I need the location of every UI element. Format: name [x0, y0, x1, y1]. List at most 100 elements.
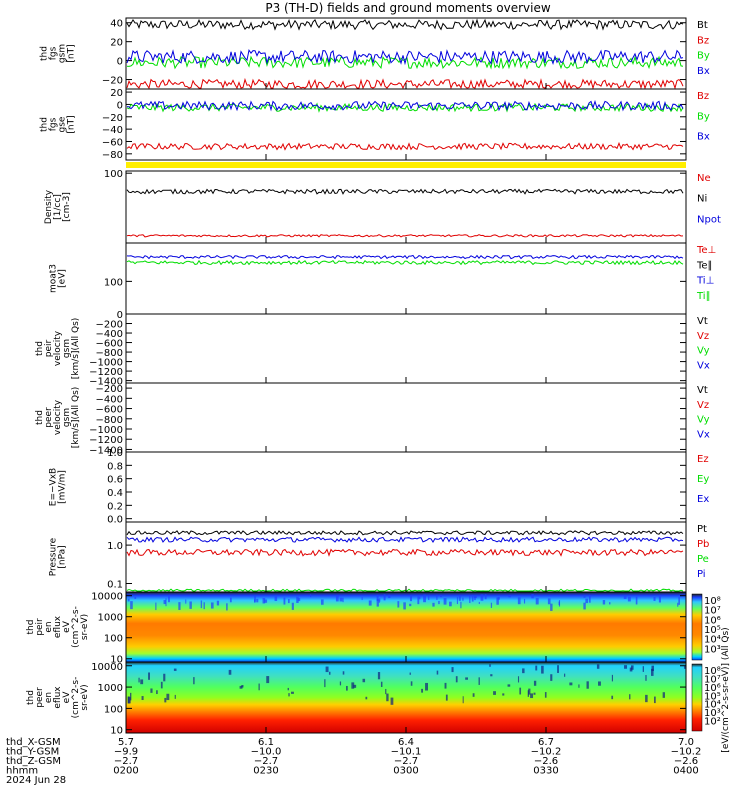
legend-Bx: Bx: [697, 132, 710, 143]
spectrogram-speckle: [558, 601, 560, 606]
y-tick-label: −800: [96, 415, 123, 426]
spectrogram-speckle: [165, 598, 167, 607]
spectrogram-speckle: [287, 599, 290, 604]
spectrogram-speckle: [310, 594, 312, 598]
spectrogram-speckle: [320, 599, 324, 605]
x-row-value: 0300: [393, 766, 418, 777]
spectrogram-speckle: [339, 681, 342, 686]
spectrogram-speckle: [274, 596, 278, 601]
series-Bz: [126, 77, 684, 90]
spectrogram-speckle: [378, 598, 381, 602]
y-tick-label: −1000: [89, 358, 123, 369]
spectrogram-speckle: [362, 678, 366, 683]
y-axis-label: thdpeirenefluxeV(cm^2-s-sr-eV): [26, 606, 90, 648]
y-tick-label: −1400: [89, 377, 123, 388]
spectrogram-speckle: [493, 691, 496, 695]
y-tick-label: 100: [104, 277, 123, 288]
spectrogram-speckle: [444, 682, 447, 689]
spectrogram: [126, 662, 686, 733]
spectrogram-speckle: [629, 667, 633, 672]
spectrogram-speckle: [428, 595, 430, 601]
y-axis-label: Pressure[nPa]: [49, 537, 68, 576]
spectrogram-speckle: [458, 596, 461, 601]
spectrogram-speckle: [564, 673, 566, 677]
legend: Bz By Bx: [697, 91, 710, 143]
spectrogram-speckle: [451, 667, 454, 673]
spectrogram-speckle: [376, 594, 379, 602]
spectrogram-speckle: [507, 684, 511, 687]
spectrogram-speckle: [627, 596, 631, 602]
spectrogram-speckle: [611, 695, 614, 700]
legend-Pi: Pi: [697, 569, 706, 580]
spectrogram-speckle: [324, 679, 326, 688]
spectrogram-speckle: [425, 682, 428, 691]
spectrogram-speckle: [266, 676, 270, 684]
legend-Vy: Vy: [697, 415, 710, 426]
spectrogram-speckle: [629, 694, 631, 700]
y-tick-label: −1000: [89, 425, 123, 436]
spectrogram-speckle: [436, 670, 439, 675]
y-tick-label: −1200: [89, 367, 123, 378]
series-By: [126, 102, 684, 113]
spectrogram-speckle: [586, 681, 589, 689]
spectrogram-speckle: [163, 600, 166, 605]
spectrogram-speckle: [465, 677, 469, 680]
spectrogram-speckle: [339, 597, 343, 602]
y-axis-label: thdpeerenefluxeV(cm^2-s-sr-eV): [26, 677, 90, 719]
legend-Pt: Pt: [697, 524, 707, 535]
spectrogram-speckle: [528, 688, 531, 695]
date-label: 2024 Jun 28: [6, 775, 66, 786]
x-row-value: 6.1: [258, 737, 274, 748]
plot-title: P3 (TH-D) fields and ground moments over…: [265, 1, 550, 15]
series-Pb: [126, 548, 684, 557]
spectrogram-speckle: [351, 682, 355, 689]
y-tick-label: −200: [96, 320, 123, 331]
spectrogram-speckle: [174, 694, 176, 699]
series-Pe: [126, 588, 684, 592]
spectrogram-speckle: [160, 681, 163, 689]
spectrogram-speckle: [377, 672, 381, 680]
colorbar-tick: 10³: [704, 644, 721, 655]
spectrogram-speckle: [291, 602, 294, 610]
spectrogram-speckle: [462, 696, 464, 704]
y-tick-label: 0: [117, 310, 123, 321]
spectrogram-speckle: [297, 597, 301, 602]
panel-fgs_gsm: 40 20 0 −20 thdfgsgsm[nT] Bt Bz By Bx: [40, 17, 710, 90]
colorbar-tick: 10⁶: [704, 615, 721, 626]
panel-fgs_gse: 200 −20−40−60 −80 thdfgsgse[nT] Bz By Bx: [40, 88, 710, 161]
spectrogram-speckle: [368, 600, 372, 606]
series-Ne: [126, 234, 684, 238]
y-tick-label: −400: [96, 329, 123, 340]
spectrogram-speckle: [635, 596, 638, 605]
spectrogram-speckle: [480, 594, 484, 601]
spectrogram-speckle: [385, 688, 387, 695]
spectrogram-speckle: [517, 676, 520, 683]
spectrogram-speckle: [589, 594, 591, 603]
spectrogram-speckle: [611, 674, 614, 682]
spectrogram-speckle: [127, 697, 131, 704]
spectrogram-speckle: [410, 681, 413, 686]
legend-Bz: Bz: [697, 35, 709, 46]
spectrogram-speckle: [478, 601, 480, 605]
x-row-value: −10.2: [671, 747, 702, 758]
spectrogram-speckle: [291, 691, 294, 694]
spectrogram-speckle: [645, 694, 648, 703]
legend-Ez: Ez: [697, 454, 709, 465]
spectrogram-speckle: [296, 596, 299, 603]
spectrogram-speckle: [346, 685, 348, 691]
y-tick-label: 10000: [91, 592, 123, 603]
panel-density: 100 Density[1/cc][cm-3] Ne Ni Npot: [44, 169, 721, 244]
legend-Ey: Ey: [697, 474, 709, 485]
series-Pi: [126, 536, 684, 543]
spectrogram-speckle: [472, 693, 475, 697]
spectrogram-speckle: [531, 594, 534, 599]
spectrogram-speckle: [288, 693, 290, 697]
spectrogram-speckle: [653, 696, 656, 704]
spectrogram-speckle: [438, 600, 440, 605]
legend: Bt Bz By Bx: [697, 20, 710, 77]
spectrogram-speckle: [380, 681, 383, 687]
legend: Vt Vz Vy Vx: [697, 316, 710, 371]
legend: Pt Pb Pe Pi: [697, 524, 709, 580]
x-row-value: −2.6: [674, 756, 698, 767]
